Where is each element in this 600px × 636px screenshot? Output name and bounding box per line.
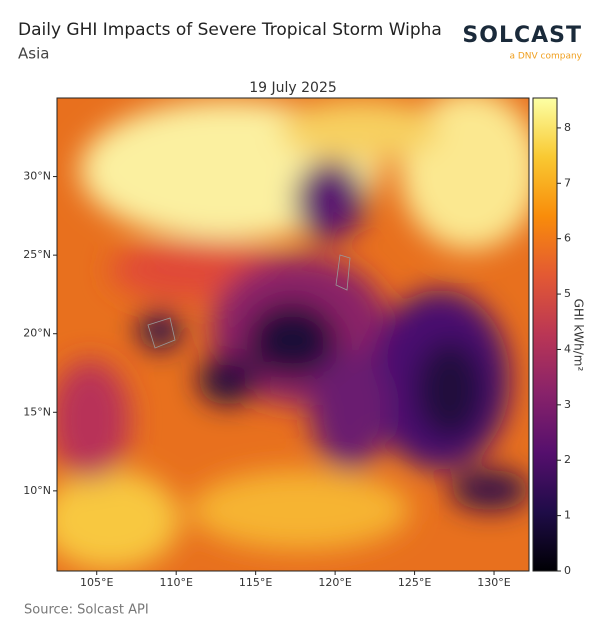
colorbar — [532, 97, 558, 572]
colorbar-label: GHI kWh/m² — [572, 299, 586, 372]
colorbar-tick-label: 7 — [564, 176, 571, 189]
y-tick-label: 30°N — [23, 170, 51, 183]
ghi-raster — [57, 98, 529, 571]
y-tick-label: 10°N — [23, 484, 51, 497]
x-tick-label: 110°E — [159, 576, 192, 589]
map-title: 19 July 2025 — [249, 80, 337, 96]
subtitle: Asia — [18, 45, 49, 63]
source: Source: Solcast API — [24, 603, 149, 618]
colorbar-tick-label: 8 — [564, 121, 571, 134]
map-frame — [56, 97, 530, 572]
colorbar-tick-label: 4 — [564, 342, 571, 355]
colorbar-tick-label: 6 — [564, 232, 571, 245]
logo: SOLCAST — [462, 23, 582, 48]
x-tick-label: 120°E — [318, 576, 351, 589]
x-tick-label: 125°E — [398, 576, 431, 589]
colorbar-tick-label: 0 — [564, 564, 571, 577]
title: Daily GHI Impacts of Severe Tropical Sto… — [18, 20, 442, 40]
y-tick-label: 25°N — [23, 248, 51, 261]
colorbar-tick-label: 1 — [564, 509, 571, 522]
x-tick-label: 130°E — [477, 576, 510, 589]
x-tick-label: 105°E — [80, 576, 113, 589]
x-tick-label: 115°E — [239, 576, 272, 589]
y-tick-label: 20°N — [23, 327, 51, 340]
colorbar-tick-label: 5 — [564, 287, 571, 300]
y-tick-label: 15°N — [23, 405, 51, 418]
logo-tagline: a DNV company — [509, 52, 582, 62]
colorbar-tick-label: 2 — [564, 453, 571, 466]
colorbar-tick-label: 3 — [564, 398, 571, 411]
